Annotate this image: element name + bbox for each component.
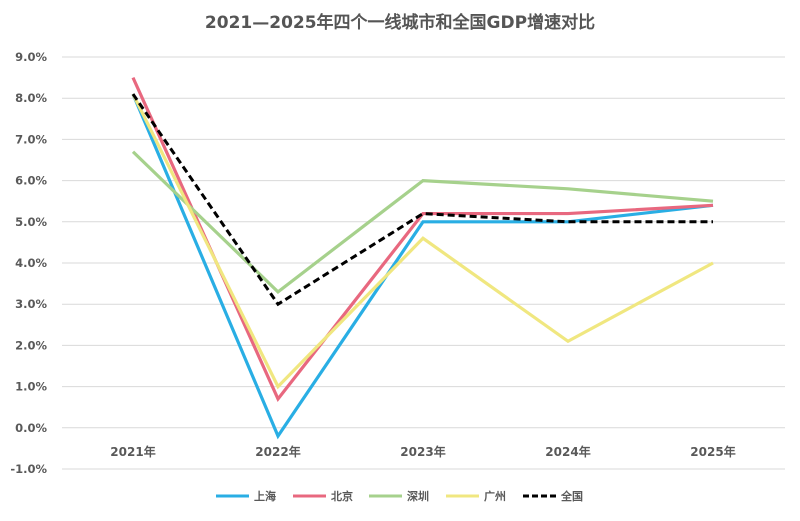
- legend-label: 深圳: [407, 489, 429, 503]
- y-tick-label: 2.0%: [15, 338, 47, 352]
- y-tick-label: -1.0%: [10, 462, 47, 476]
- legend-label: 北京: [331, 489, 353, 503]
- legend: 上海 北京 深圳 广州 全国: [216, 489, 583, 503]
- series-line-1: [133, 94, 713, 436]
- y-tick-label: 0.0%: [15, 421, 47, 435]
- legend-label: 全国: [560, 489, 583, 503]
- gridlines: [62, 57, 785, 469]
- y-tick-label: 6.0%: [15, 174, 47, 188]
- x-axis-ticks: 2021年 2022年 2023年 2024年 2025年: [110, 444, 735, 459]
- legend-label: 广州: [484, 489, 506, 503]
- y-tick-label: 4.0%: [15, 256, 47, 270]
- chart-title: 2021—2025年四个一线城市和全国GDP增速对比: [205, 12, 595, 33]
- y-axis-ticks: 9.0% 8.0% 7.0% 6.0% 5.0% 4.0% 3.0% 2.0% 1.0% 0.0%…: [10, 50, 47, 476]
- x-tick-label: 2023年: [400, 444, 445, 459]
- x-tick-label: 2022年: [255, 444, 300, 459]
- series-line-4: [133, 94, 713, 387]
- line-chart: 2021—2025年四个一线城市和全国GDP增速对比 9.0% 8.0% 7.0% 6…: [0, 0, 800, 517]
- y-tick-label: 8.0%: [15, 91, 47, 105]
- y-tick-label: 5.0%: [15, 215, 47, 229]
- y-tick-label: 3.0%: [15, 297, 47, 311]
- x-tick-label: 2021年: [110, 444, 155, 459]
- x-tick-label: 2025年: [690, 444, 735, 459]
- y-tick-label: 9.0%: [15, 50, 47, 64]
- y-tick-label: 1.0%: [15, 380, 47, 394]
- series-lines: [133, 78, 713, 436]
- legend-label: 上海: [254, 489, 276, 503]
- x-tick-label: 2024年: [545, 444, 590, 459]
- y-tick-label: 7.0%: [15, 132, 47, 146]
- chart-container: 2021—2025年四个一线城市和全国GDP增速对比 9.0% 8.0% 7.0% 6…: [0, 0, 800, 517]
